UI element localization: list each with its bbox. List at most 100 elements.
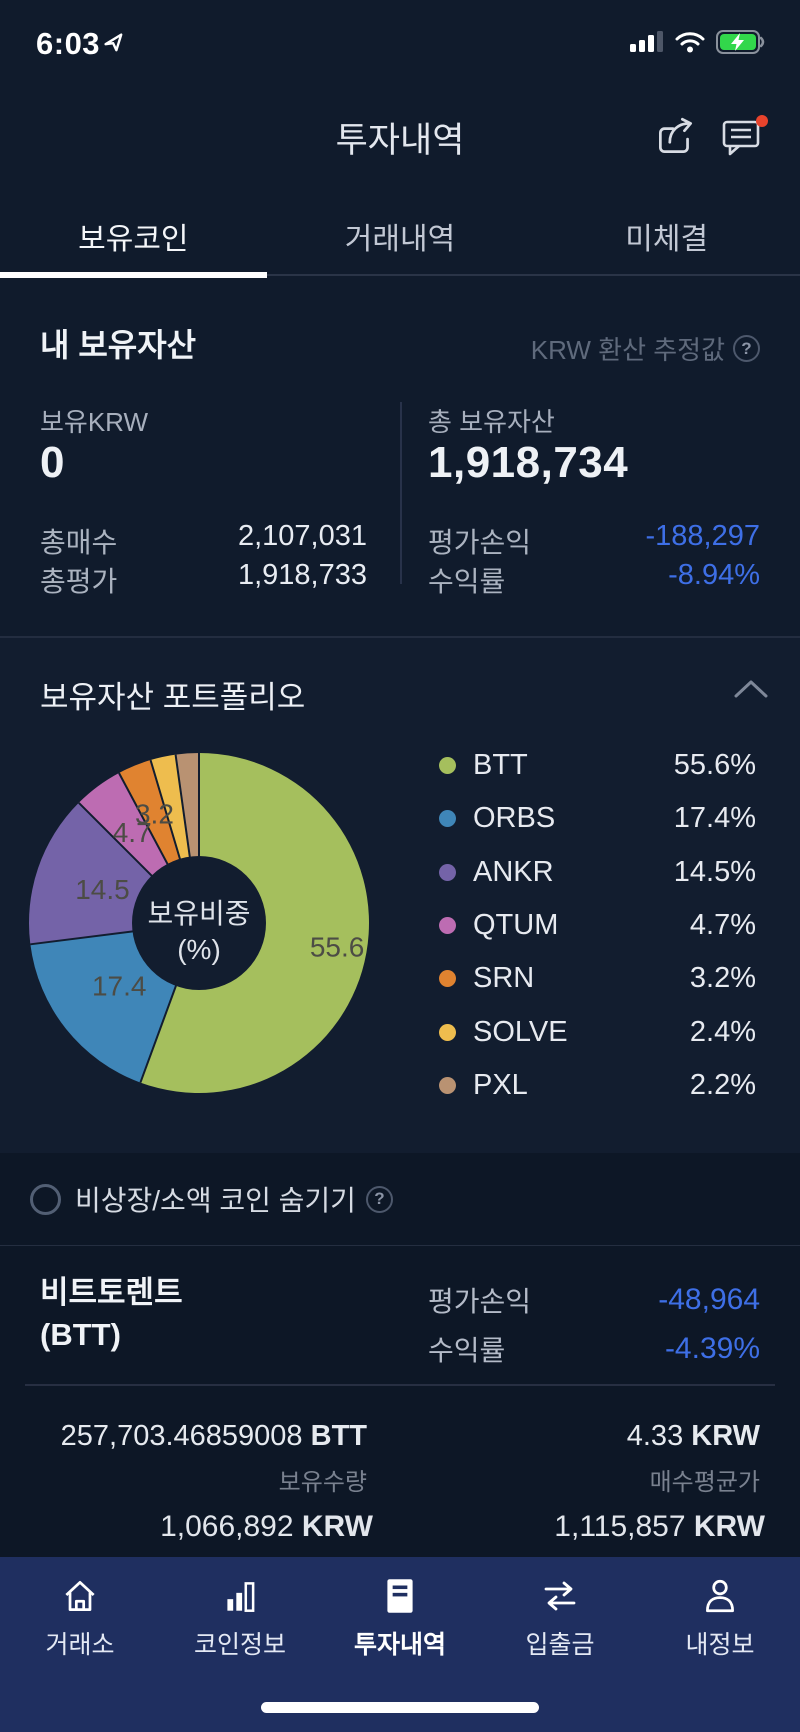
portfolio-donut-chart: 55.6 17.4 14.5 4.73.2 보유비중 (%) bbox=[28, 753, 370, 1093]
coin-pl-row: 평가손익 -48,964 bbox=[428, 1282, 760, 1318]
person-icon bbox=[699, 1573, 741, 1619]
slice-label-ORBS: 17.4 bbox=[92, 971, 147, 1002]
nav-deposit-withdraw[interactable]: 입출금 bbox=[480, 1557, 640, 1732]
home-icon bbox=[59, 1573, 101, 1619]
my-assets-title: 내 보유자산 bbox=[40, 327, 197, 363]
buy-amount-value: 1,115,857 bbox=[554, 1510, 686, 1543]
nav-coin-info-label: 코인정보 bbox=[193, 1631, 286, 1659]
tab-open-orders[interactable]: 미체결 bbox=[625, 223, 709, 256]
legend-coin-percent: 4.7% bbox=[689, 908, 756, 941]
yield-value: -8.94% bbox=[668, 559, 760, 591]
legend-coin-name: SRN bbox=[473, 961, 535, 994]
nav-my-info[interactable]: 내정보 bbox=[640, 1557, 800, 1732]
holding-krw-label: 보유KRW bbox=[40, 407, 149, 437]
slice-label-SRN: 3.2 bbox=[135, 798, 174, 829]
document-icon bbox=[379, 1573, 421, 1619]
chevron-up-icon[interactable] bbox=[733, 678, 769, 700]
legend-dot-SRN bbox=[439, 969, 456, 987]
krw-estimate-text: KRW 환산 추정값 bbox=[530, 335, 725, 365]
coin-name-korean: 비트토렌트 bbox=[40, 1275, 183, 1310]
share-button[interactable] bbox=[652, 114, 698, 160]
nav-investments[interactable]: 투자내역 bbox=[320, 1557, 480, 1732]
portfolio-title: 보유자산 포트폴리오 bbox=[40, 680, 306, 715]
avg-buy-price: 4.33 KRW bbox=[627, 1420, 760, 1453]
slice-label-BTT: 55.6 bbox=[310, 932, 365, 963]
coin-name: 비트토렌트 (BTT) bbox=[40, 1272, 183, 1356]
wifi-icon bbox=[674, 30, 706, 54]
status-time: 6:03 bbox=[36, 26, 101, 61]
slice-label-ANKR: 14.5 bbox=[75, 874, 130, 905]
legend-dot-PXL bbox=[439, 1076, 456, 1094]
pl-label: 평가손익 bbox=[428, 527, 532, 558]
tab-divider bbox=[0, 274, 800, 276]
home-indicator[interactable] bbox=[261, 1702, 539, 1713]
slice-label-QTUM: 4.7 bbox=[113, 817, 152, 848]
buy-amount-unit: KRW bbox=[693, 1510, 765, 1543]
active-tab-underline bbox=[0, 272, 267, 278]
hide-small-coins-row: 비상장/소액 코인 숨기기 ? bbox=[0, 1153, 800, 1245]
transfer-arrows-icon bbox=[538, 1573, 582, 1619]
legend-coin-name: PXL bbox=[473, 1068, 528, 1101]
chat-button[interactable] bbox=[718, 114, 770, 162]
legend-coin-percent: 17.4% bbox=[673, 801, 756, 834]
quantity-label: 보유수량 bbox=[278, 1469, 367, 1496]
legend-row-ORBS: ORBS 17.4% bbox=[430, 798, 760, 838]
hide-help-icon[interactable]: ? bbox=[365, 1185, 393, 1213]
legend-dot-SOLVE bbox=[439, 1023, 456, 1041]
avg-price-value: 4.33 bbox=[626, 1420, 684, 1452]
legend-coin-name: BTT bbox=[473, 748, 528, 781]
legend-coin-percent: 55.6% bbox=[673, 748, 756, 781]
coin-pl-value: -48,964 bbox=[658, 1283, 760, 1316]
tab-holdings[interactable]: 보유코인 bbox=[78, 223, 189, 256]
legend-dot-ORBS bbox=[439, 809, 456, 827]
legend-row-BTT: BTT 55.6% bbox=[430, 745, 760, 785]
eval-amount-value: 1,066,892 bbox=[160, 1510, 294, 1543]
legend-coin-name: SOLVE bbox=[473, 1015, 568, 1048]
status-icons bbox=[630, 28, 766, 56]
notification-badge bbox=[756, 115, 768, 127]
tab-history[interactable]: 거래내역 bbox=[344, 223, 456, 256]
nav-deposit-withdraw-label: 입출금 bbox=[525, 1631, 595, 1659]
legend-coin-percent: 2.2% bbox=[689, 1068, 756, 1101]
coin-yield-value: -4.39% bbox=[664, 1332, 760, 1365]
hide-small-coins-label: 비상장/소액 코인 숨기기 bbox=[75, 1185, 356, 1216]
total-eval-value: 1,918,733 bbox=[237, 559, 367, 591]
avg-price-label: 매수평균가 bbox=[649, 1469, 760, 1496]
legend-coin-percent: 2.4% bbox=[689, 1015, 756, 1048]
total-assets-label: 총 보유자산 bbox=[428, 407, 555, 437]
location-arrow-icon bbox=[102, 31, 126, 55]
coin-divider bbox=[25, 1384, 775, 1386]
coin-detail-section bbox=[0, 1246, 800, 1557]
yield-label: 수익률 bbox=[428, 566, 506, 597]
coin-quantity: 257,703.46859008 BTT bbox=[61, 1420, 367, 1453]
row-divider bbox=[0, 1245, 800, 1246]
column-divider bbox=[400, 402, 402, 584]
legend-coin-name: ORBS bbox=[473, 801, 556, 834]
total-assets-value: 1,918,734 bbox=[428, 438, 629, 487]
donut-hole bbox=[132, 856, 266, 990]
nav-coin-info[interactable]: 코인정보 bbox=[160, 1557, 320, 1732]
pl-value: -188,297 bbox=[645, 520, 761, 552]
legend-row-SRN: SRN 3.2% bbox=[430, 958, 760, 998]
coin-ticker: (BTT) bbox=[40, 1317, 121, 1352]
signal-icon bbox=[630, 30, 664, 54]
coin-yield-label: 수익률 bbox=[428, 1335, 506, 1366]
coin-pl-label: 평가손익 bbox=[428, 1286, 532, 1317]
section-divider bbox=[0, 636, 800, 638]
battery-charging-icon bbox=[716, 28, 766, 56]
bar-chart-icon bbox=[219, 1573, 261, 1619]
legend-coin-name: QTUM bbox=[473, 908, 559, 941]
hide-small-coins-radio[interactable] bbox=[30, 1183, 61, 1215]
avg-price-unit: KRW bbox=[691, 1420, 760, 1452]
nav-exchange[interactable]: 거래소 bbox=[0, 1557, 160, 1732]
coin-yield-row: 수익률 -4.39% bbox=[428, 1331, 760, 1367]
legend-row-QTUM: QTUM 4.7% bbox=[430, 905, 760, 945]
donut-center-label: 보유비중 bbox=[147, 898, 250, 929]
legend-coin-name: ANKR bbox=[473, 855, 554, 888]
help-icon[interactable]: ? bbox=[733, 335, 760, 362]
legend-coin-percent: 14.5% bbox=[673, 855, 756, 888]
legend-row-PXL: PXL 2.2% bbox=[430, 1065, 760, 1105]
krw-estimate-note: KRW 환산 추정값 ? bbox=[531, 330, 760, 367]
eval-amount-unit: KRW bbox=[301, 1510, 373, 1543]
